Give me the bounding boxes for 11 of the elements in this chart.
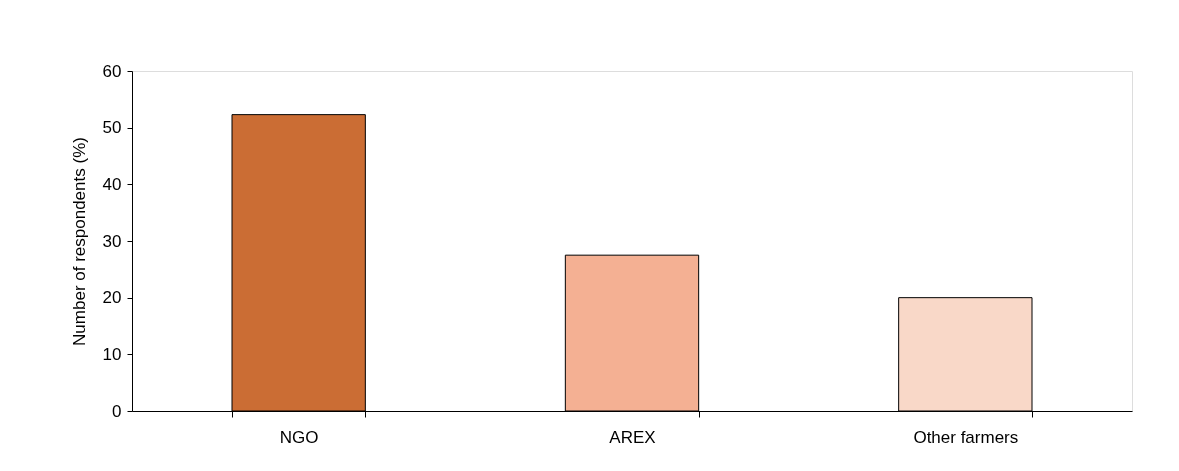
x-tick-label: Other farmers <box>913 427 1019 447</box>
y-tick-label: 40 <box>102 174 122 194</box>
y-tick-label: 10 <box>102 344 122 364</box>
x-tick-label: AREX <box>609 427 656 447</box>
y-tick-label: 60 <box>102 61 122 81</box>
x-tick-label: NGO <box>279 427 319 447</box>
y-tick-label: 50 <box>102 118 122 138</box>
y-axis-title: Number of respondents (%) <box>69 137 89 346</box>
y-tick-label: 20 <box>102 288 122 308</box>
y-tick-label: 30 <box>102 231 122 251</box>
y-tick-label: 0 <box>112 401 122 421</box>
